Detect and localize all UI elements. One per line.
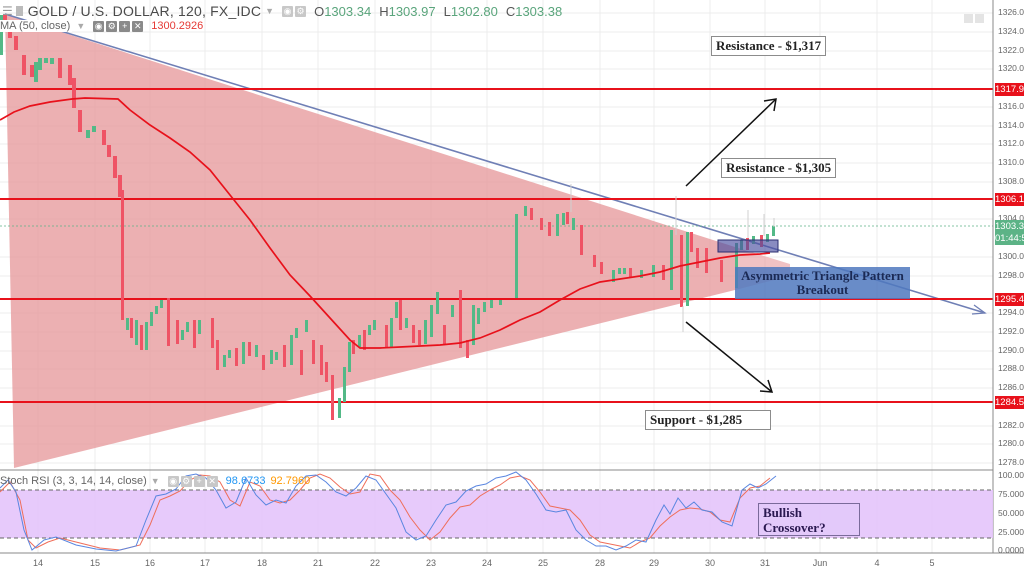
eye-icon[interactable]: ◉ xyxy=(93,20,105,32)
symbol-title[interactable]: GOLD / U.S. DOLLAR, 120, FX_IDC xyxy=(27,3,262,19)
settings-icon[interactable]: ⚙ xyxy=(106,20,118,32)
chevron-down-icon[interactable]: ▼ xyxy=(76,21,86,31)
ma-indicator-header: MA (50, close) ▼ ◉ ⚙ + ✕ 1300.2926 xyxy=(0,19,203,33)
annotation-breakout[interactable]: Asymmetric Triangle Pattern Breakout xyxy=(735,267,910,299)
add-icon[interactable]: + xyxy=(119,20,131,32)
settings-icon[interactable]: ⚙ xyxy=(295,5,307,17)
minimize-pane-icon[interactable] xyxy=(975,14,984,23)
eye-icon[interactable]: ◉ xyxy=(167,475,179,487)
stoch-rsi-d-line xyxy=(0,473,771,551)
price-tag-1284: 1284.50 xyxy=(995,396,1024,409)
price-tag-last: 1303.38 xyxy=(995,220,1024,233)
close-value: 1303.38 xyxy=(515,3,563,19)
trendline-arrowhead xyxy=(971,304,987,315)
rsi-d-value: 92.7960 xyxy=(270,475,311,487)
arrow-up[interactable] xyxy=(685,98,777,187)
flag-icon[interactable] xyxy=(15,6,23,16)
annotation-resistance-1317[interactable]: Resistance - $1,317 xyxy=(711,36,827,56)
add-icon[interactable]: + xyxy=(193,475,205,487)
menu-icon[interactable]: ☰ xyxy=(2,4,13,18)
open-value: 1303.34 xyxy=(324,3,372,19)
settings-icon[interactable]: ⚙ xyxy=(180,475,192,487)
annotation-bullish-crossover[interactable]: Bullish Crossover? xyxy=(758,503,860,536)
bar-countdown: 01:44:58 xyxy=(995,232,1024,245)
price-tag-1317: 1317.91 xyxy=(995,83,1024,96)
close-icon[interactable]: ✕ xyxy=(132,20,144,32)
eye-icon[interactable]: ◉ xyxy=(282,5,294,17)
price-tag-1295: 1295.48 xyxy=(995,293,1024,306)
low-value: 1302.80 xyxy=(450,3,498,19)
stoch-rsi-k-line xyxy=(0,471,777,552)
chevron-down-icon[interactable]: ▼ xyxy=(265,6,275,16)
chevron-down-icon[interactable]: ▼ xyxy=(150,476,160,486)
rsi-indicator-name[interactable]: Stoch RSI (3, 3, 14, 14, close) xyxy=(0,475,147,487)
price-tag-1306: 1306.15 xyxy=(995,193,1024,206)
annotation-support-1285[interactable]: Support - $1,285 xyxy=(645,410,771,430)
high-value: 1303.97 xyxy=(388,3,436,19)
pane-controls xyxy=(964,14,984,23)
close-icon[interactable]: ✕ xyxy=(206,475,218,487)
ma50-line[interactable] xyxy=(0,97,771,349)
projection-arrows xyxy=(685,98,777,393)
consolidation-box[interactable] xyxy=(717,239,779,253)
arrow-down[interactable] xyxy=(685,321,773,393)
ma-indicator-name[interactable]: MA (50, close) xyxy=(0,20,73,32)
chart-header: ☰ GOLD / U.S. DOLLAR, 120, FX_IDC ▼ ◉ ⚙ … xyxy=(2,3,563,19)
rsi-k-value: 98.6733 xyxy=(225,475,266,487)
rsi-indicator-header: Stoch RSI (3, 3, 14, 14, close) ▼ ◉ ⚙ + … xyxy=(0,474,310,488)
annotation-resistance-1305[interactable]: Resistance - $1,305 xyxy=(721,158,837,178)
horizontal-levels xyxy=(0,88,993,403)
ma-value: 1300.2926 xyxy=(151,20,204,32)
maximize-pane-icon[interactable] xyxy=(964,14,973,23)
triangle-pattern xyxy=(5,14,735,468)
descending-trendline[interactable] xyxy=(4,13,986,314)
